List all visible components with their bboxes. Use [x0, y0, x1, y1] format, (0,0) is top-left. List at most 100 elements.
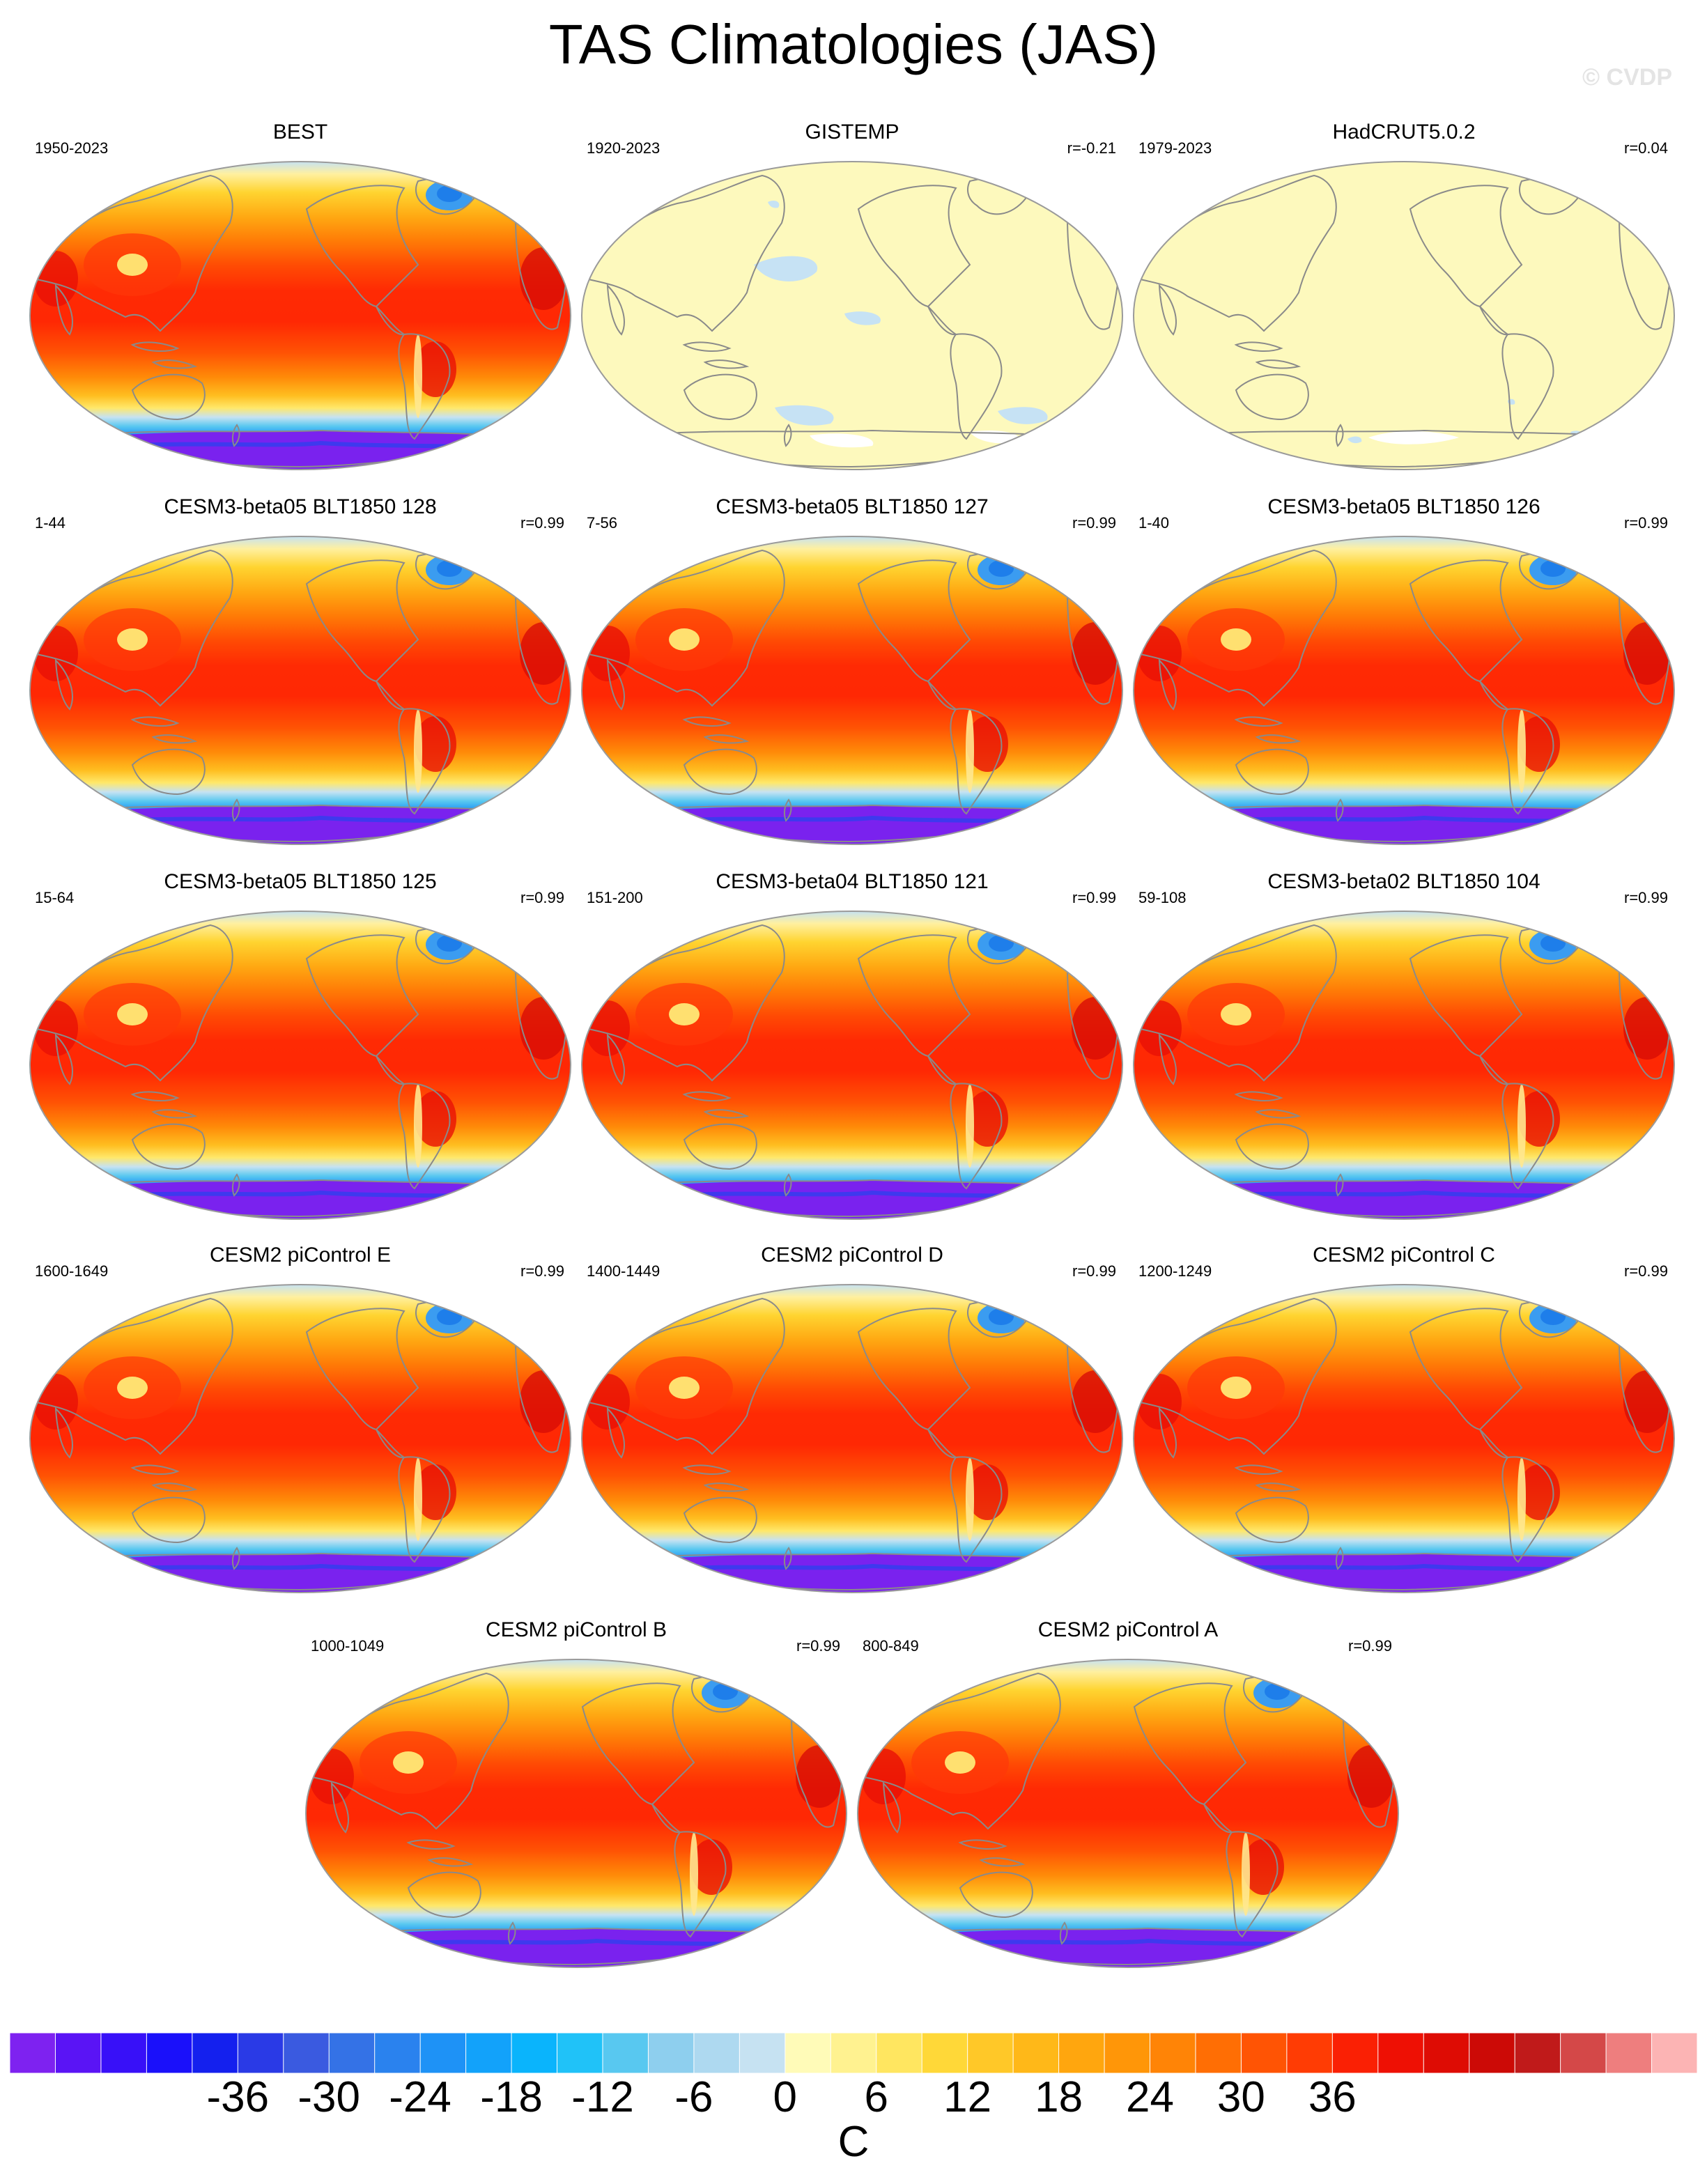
colorbar-tick-label: -12	[571, 2073, 634, 2121]
colorbar-box	[876, 2033, 923, 2073]
map-border	[29, 161, 571, 470]
colorbar-tick-label: -36	[206, 2073, 270, 2121]
colorbar-box	[739, 2033, 786, 2073]
map-border	[581, 911, 1123, 1220]
panel-correlation: r=0.99	[1072, 514, 1116, 532]
panel-years: 1950-2023	[35, 139, 109, 157]
figure-title: TAS Climatologies (JAS)	[548, 13, 1159, 75]
colorbar-box	[1377, 2033, 1425, 2073]
colorbar-box	[602, 2033, 649, 2073]
map-panel: CESM2 piControl B 1000-1049 r=0.99	[304, 1618, 849, 1969]
colorbar-box	[1514, 2033, 1561, 2073]
map-border	[857, 1659, 1399, 1968]
colorbar-tick-label: 36	[1308, 2073, 1357, 2121]
world-map	[1133, 536, 1675, 845]
world-map	[29, 536, 571, 845]
panel-title: CESM3-beta02 BLT1850 104	[1267, 870, 1540, 893]
colorbar-box	[1560, 2033, 1607, 2073]
colorbar-box	[647, 2033, 695, 2073]
panel-years: 151-200	[587, 889, 643, 906]
map-border	[1133, 1284, 1675, 1593]
world-map	[1133, 1284, 1675, 1593]
map-panel: CESM3-beta05 BLT1850 126 1-40 r=0.99	[1131, 495, 1676, 846]
colorbar-box	[465, 2033, 513, 2073]
map-border	[581, 1284, 1123, 1593]
colorbar-box	[511, 2033, 558, 2073]
map-border	[29, 1284, 571, 1593]
panel-correlation: r=0.04	[1624, 139, 1668, 157]
panel-title: CESM3-beta05 BLT1850 128	[164, 495, 437, 518]
map-border	[1133, 536, 1675, 845]
panel-correlation: r=0.99	[520, 889, 564, 906]
colorbar-tick-label: 12	[943, 2073, 992, 2121]
colorbar-tick-label: 0	[773, 2073, 798, 2121]
panel-correlation: r=0.99	[1072, 889, 1116, 906]
colorbar-box	[1240, 2033, 1288, 2073]
colorbar-box	[1149, 2033, 1196, 2073]
colorbar-units: C	[837, 2118, 870, 2166]
colorbar-tick-label: -18	[480, 2073, 543, 2121]
world-map	[29, 911, 571, 1220]
map-border	[1133, 161, 1675, 470]
panel-years: 1920-2023	[587, 139, 661, 157]
colorbar-box	[1651, 2033, 1697, 2073]
colorbar-box	[921, 2033, 968, 2073]
map-panel: CESM2 piControl E 1600-1649 r=0.99	[28, 1244, 573, 1594]
colorbar-box	[10, 2033, 56, 2073]
panel-years: 1979-2023	[1138, 139, 1212, 157]
colorbar-box	[1423, 2033, 1470, 2073]
panel-title: GISTEMP	[805, 121, 899, 144]
colorbar-box	[1104, 2033, 1151, 2073]
map-panel: CESM3-beta04 BLT1850 121 151-200 r=0.99	[580, 870, 1125, 1221]
panel-correlation: r=0.99	[1348, 1637, 1392, 1655]
map-border	[29, 536, 571, 845]
world-map	[1133, 911, 1675, 1220]
colorbar-box	[693, 2033, 741, 2073]
world-map	[581, 911, 1123, 1220]
colorbar-box	[557, 2033, 603, 2073]
map-panel: CESM2 piControl C 1200-1249 r=0.99	[1131, 1244, 1676, 1594]
world-map	[581, 161, 1123, 470]
colorbar-box	[146, 2033, 193, 2073]
panel-correlation: r=0.99	[1624, 889, 1668, 906]
colorbar-box	[100, 2033, 148, 2073]
colorbar-box	[192, 2033, 239, 2073]
panel-title: CESM2 piControl A	[1037, 1618, 1219, 1641]
panel-correlation: r=-0.21	[1067, 139, 1116, 157]
world-map	[29, 161, 571, 470]
panel-correlation: r=0.99	[520, 514, 564, 532]
panel-correlation: r=0.99	[796, 1637, 840, 1655]
map-panel: CESM3-beta05 BLT1850 125 15-64 r=0.99	[28, 870, 573, 1221]
panel-title: CESM3-beta05 BLT1850 127	[716, 495, 989, 518]
colorbar-box	[328, 2033, 376, 2073]
panel-years: 59-108	[1138, 889, 1187, 906]
colorbar-tick-label: 30	[1216, 2073, 1265, 2121]
world-map	[29, 1284, 571, 1593]
colorbar-tick-label: -24	[389, 2073, 451, 2121]
panel-title: CESM2 piControl C	[1313, 1244, 1495, 1267]
map-panel: BEST 1950-2023	[28, 121, 573, 471]
cvdp-watermark: © CVDP	[1582, 64, 1672, 91]
panel-years: 1600-1649	[35, 1262, 109, 1280]
colorbar-tick-label: -30	[298, 2073, 360, 2121]
map-panel: CESM3-beta05 BLT1850 127 7-56 r=0.99	[580, 495, 1125, 846]
panel-correlation: r=0.99	[520, 1262, 564, 1280]
world-map	[581, 1284, 1123, 1593]
panel-years: 7-56	[587, 514, 618, 532]
map-border	[581, 161, 1123, 470]
panel-title: BEST	[272, 121, 328, 144]
colorbar	[10, 2033, 1697, 2073]
colorbar-tick-label: 6	[864, 2073, 888, 2121]
colorbar-box	[419, 2033, 467, 2073]
panel-correlation: r=0.99	[1624, 1262, 1668, 1280]
colorbar-box	[374, 2033, 422, 2073]
panel-years: 15-64	[35, 889, 75, 906]
map-border	[1133, 911, 1675, 1220]
map-panel: HadCRUT5.0.2 1979-2023 r=0.04	[1131, 121, 1676, 471]
world-map	[857, 1659, 1399, 1968]
panel-title: CESM2 piControl B	[485, 1618, 667, 1641]
colorbar-box	[1012, 2033, 1060, 2073]
world-map	[305, 1659, 847, 1968]
panel-correlation: r=0.99	[1624, 514, 1668, 532]
map-border	[581, 536, 1123, 845]
